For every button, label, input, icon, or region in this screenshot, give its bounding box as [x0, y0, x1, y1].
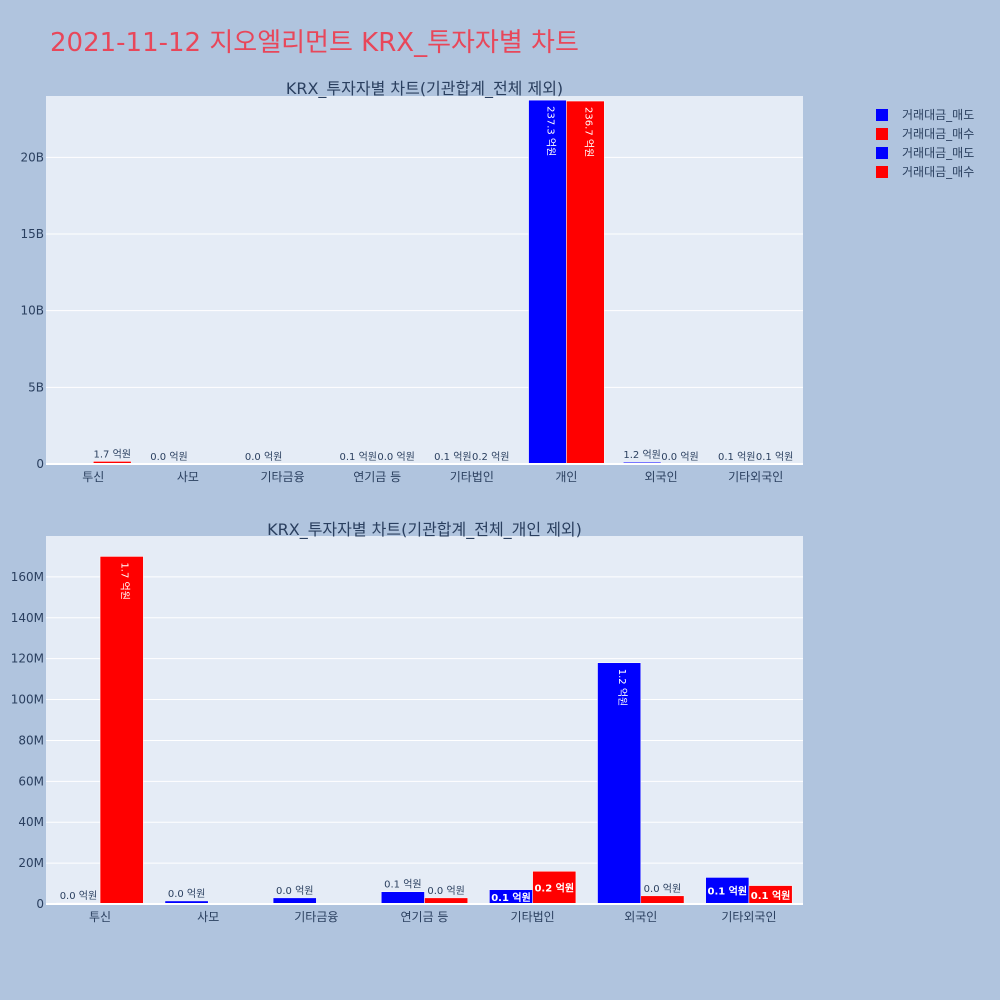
bar	[532, 871, 577, 905]
data-label: 1.2 억원	[616, 669, 628, 706]
x-tick-label: 기타금융	[260, 470, 304, 484]
x-tick-label: 기타법인	[511, 910, 555, 924]
legend-swatch	[876, 166, 888, 178]
y-tick-label: 5B	[28, 380, 44, 394]
plot-area-2	[46, 536, 803, 904]
bar	[566, 100, 605, 465]
y-tick-label: 40M	[18, 815, 44, 829]
chart-title-1: KRX_투자자별 차트(기관합계_전체 제외)	[286, 79, 563, 99]
data-label: 0.1 억원	[718, 451, 755, 463]
page-title: 2021-11-12 지오엘리먼트 KRX_투자자별 차트	[50, 28, 579, 58]
y-tick-label: 60M	[18, 774, 44, 788]
legend-swatch	[876, 109, 888, 121]
legend-entry: 거래대금_매수	[902, 127, 974, 141]
data-label: 0.1 억원	[707, 885, 747, 898]
y-tick-label: 120M	[11, 652, 44, 666]
legend-entry: 거래대금_매수	[902, 165, 974, 179]
y-tick-label: 20B	[20, 150, 44, 164]
data-label: 237.3 억원	[545, 106, 557, 156]
x-tick-label: 사모	[197, 910, 219, 924]
data-label: 0.1 억원	[434, 451, 471, 463]
data-label: 0.0 억원	[427, 885, 464, 897]
x-tick-label: 기타금융	[294, 910, 338, 924]
data-label: 0.0 억원	[245, 451, 282, 463]
data-label: 236.7 억원	[582, 107, 594, 157]
x-tick-label: 투신	[82, 470, 104, 484]
chart-title-2: KRX_투자자별 차트(기관합계_전체_개인 제외)	[267, 520, 582, 540]
x-tick-label: 기타외국인	[721, 910, 776, 924]
x-tick-label: 연기금 등	[353, 470, 401, 484]
data-label: 0.0 억원	[276, 885, 313, 897]
data-label: 0.2 억원	[472, 451, 509, 463]
x-tick-label: 외국인	[624, 910, 657, 924]
x-tick-label: 투신	[89, 910, 111, 924]
x-tick-label: 연기금 등	[401, 910, 449, 924]
data-label: 0.1 억원	[751, 889, 791, 902]
y-tick-label: 10B	[20, 304, 44, 318]
data-label: 0.0 억원	[377, 451, 414, 463]
data-label: 1.2 억원	[623, 449, 660, 461]
data-label: 0.0 억원	[168, 888, 205, 900]
data-label: 0.2 억원	[534, 882, 574, 895]
y-tick-label: 0	[36, 457, 44, 471]
legend-entry: 거래대금_매도	[902, 146, 974, 160]
y-tick-label: 20M	[18, 856, 44, 870]
x-tick-label: 사모	[177, 470, 199, 484]
bar	[640, 895, 685, 905]
data-label: 0.1 억원	[756, 451, 793, 463]
data-label: 0.0 억원	[60, 890, 97, 902]
legend-swatch	[876, 128, 888, 140]
y-tick-label: 15B	[20, 227, 44, 241]
legend-entry: 거래대금_매도	[902, 108, 974, 122]
plot-area-1	[46, 96, 803, 464]
x-tick-label: 외국인	[645, 470, 678, 484]
x-tick-label: 기타외국인	[728, 470, 783, 484]
data-label: 0.1 억원	[384, 879, 421, 891]
data-label: 0.0 억원	[644, 883, 681, 895]
x-tick-label: 개인	[555, 470, 577, 484]
data-label: 0.1 억원	[340, 451, 377, 463]
y-tick-label: 80M	[18, 733, 44, 747]
y-tick-label: 140M	[11, 611, 44, 625]
y-tick-label: 160M	[11, 570, 44, 584]
data-label: 0.0 억원	[150, 451, 187, 463]
x-tick-label: 기타법인	[450, 470, 494, 484]
data-label: 1.7 억원	[119, 562, 131, 599]
legend-swatch	[876, 147, 888, 159]
bar	[380, 891, 425, 905]
bar	[597, 662, 642, 905]
data-label: 1.7 억원	[93, 448, 130, 460]
y-tick-label: 100M	[11, 693, 44, 707]
bar	[99, 556, 144, 905]
data-label: 0.0 억원	[661, 451, 698, 463]
y-tick-label: 0	[36, 897, 44, 911]
data-label: 0.1 억원	[491, 891, 531, 904]
